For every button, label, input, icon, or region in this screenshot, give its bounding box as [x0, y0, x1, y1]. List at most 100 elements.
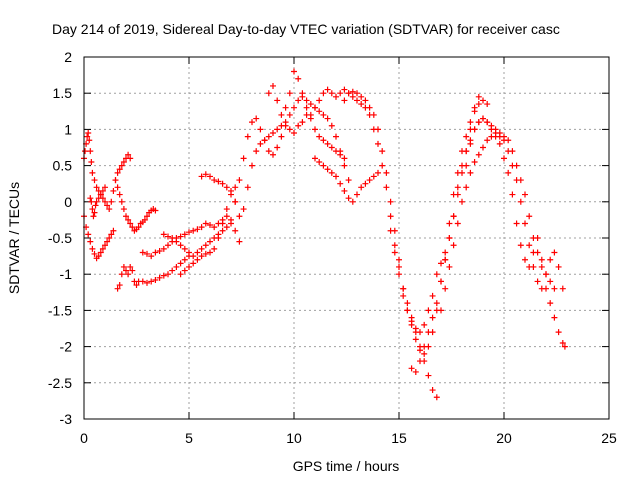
data-point	[349, 198, 356, 205]
data-point	[125, 216, 132, 223]
data-point	[333, 133, 339, 140]
data-point	[421, 343, 428, 350]
data-point	[169, 235, 176, 241]
data-point	[522, 191, 528, 198]
data-point	[88, 158, 95, 165]
data-point	[543, 271, 549, 278]
data-point	[123, 213, 129, 220]
data-point	[501, 133, 507, 140]
data-point	[249, 162, 255, 169]
data-point	[120, 206, 127, 213]
data-point	[118, 271, 125, 278]
data-point	[328, 122, 335, 129]
data-point	[471, 104, 478, 111]
data-point	[417, 329, 423, 336]
data-point	[177, 271, 184, 278]
data-point	[116, 191, 123, 198]
data-point	[534, 249, 541, 256]
data-point	[85, 231, 92, 238]
data-point	[194, 249, 201, 256]
data-point	[120, 263, 127, 270]
data-point	[358, 101, 365, 108]
data-point	[375, 126, 381, 133]
data-point	[295, 122, 302, 129]
data-point	[349, 93, 356, 100]
data-point	[379, 162, 386, 169]
data-point	[253, 148, 260, 155]
data-point	[547, 278, 554, 285]
data-point	[160, 231, 167, 238]
y-tick-label: 2	[64, 49, 72, 65]
data-point	[396, 263, 402, 270]
data-point	[219, 220, 226, 227]
data-point	[559, 339, 566, 346]
data-point	[475, 119, 482, 126]
data-point	[219, 227, 226, 234]
data-point	[190, 253, 197, 260]
data-point	[173, 263, 180, 270]
data-point	[104, 238, 111, 245]
data-point	[408, 318, 415, 325]
series-track-d	[87, 184, 108, 220]
data-point	[92, 202, 99, 209]
data-point	[265, 90, 272, 97]
data-point	[211, 177, 218, 184]
data-point	[349, 88, 356, 95]
data-point	[316, 158, 323, 165]
data-point	[232, 227, 239, 234]
data-point	[286, 126, 293, 133]
data-point	[341, 187, 348, 194]
data-point	[207, 221, 213, 228]
data-point	[467, 119, 474, 126]
y-tick-label: -1.5	[48, 302, 72, 318]
data-point	[324, 140, 331, 147]
y-tick-label: 0.5	[53, 158, 73, 174]
data-point	[91, 209, 98, 216]
data-point	[202, 242, 209, 249]
data-point	[299, 119, 306, 126]
data-point	[513, 220, 520, 227]
data-point	[207, 173, 213, 180]
data-point	[538, 263, 545, 270]
data-point	[471, 158, 478, 165]
data-point	[156, 274, 163, 281]
data-point	[118, 198, 125, 205]
data-point	[522, 256, 528, 263]
data-point	[328, 90, 335, 97]
data-point	[362, 97, 369, 104]
y-tick-label: 0	[64, 194, 72, 210]
data-point	[114, 169, 121, 176]
data-point	[438, 260, 444, 267]
data-point	[341, 162, 348, 169]
data-point	[123, 267, 129, 274]
data-point	[358, 93, 365, 100]
data-point	[198, 173, 205, 180]
data-point	[475, 93, 482, 100]
data-point	[559, 285, 566, 292]
data-point	[99, 187, 106, 194]
data-point	[116, 166, 123, 173]
data-point	[475, 151, 482, 158]
x-tick-label: 0	[80, 430, 88, 446]
data-point	[207, 238, 213, 245]
data-point	[488, 133, 495, 140]
data-point	[141, 216, 148, 223]
data-point	[223, 213, 230, 220]
data-point	[442, 249, 449, 256]
data-point	[463, 148, 470, 155]
data-point	[421, 321, 428, 328]
data-point	[345, 177, 352, 184]
data-point	[186, 249, 192, 256]
data-point	[463, 184, 470, 191]
data-point	[144, 250, 150, 257]
data-point	[114, 285, 121, 292]
x-tick-label: 15	[391, 430, 407, 446]
data-point	[286, 111, 293, 118]
data-point	[366, 177, 373, 184]
data-point	[396, 271, 402, 278]
data-point	[438, 278, 444, 285]
data-point	[135, 224, 142, 231]
y-axis-label: SDTVAR / TECUs	[6, 182, 22, 294]
data-point	[551, 314, 558, 321]
data-point	[169, 267, 176, 274]
